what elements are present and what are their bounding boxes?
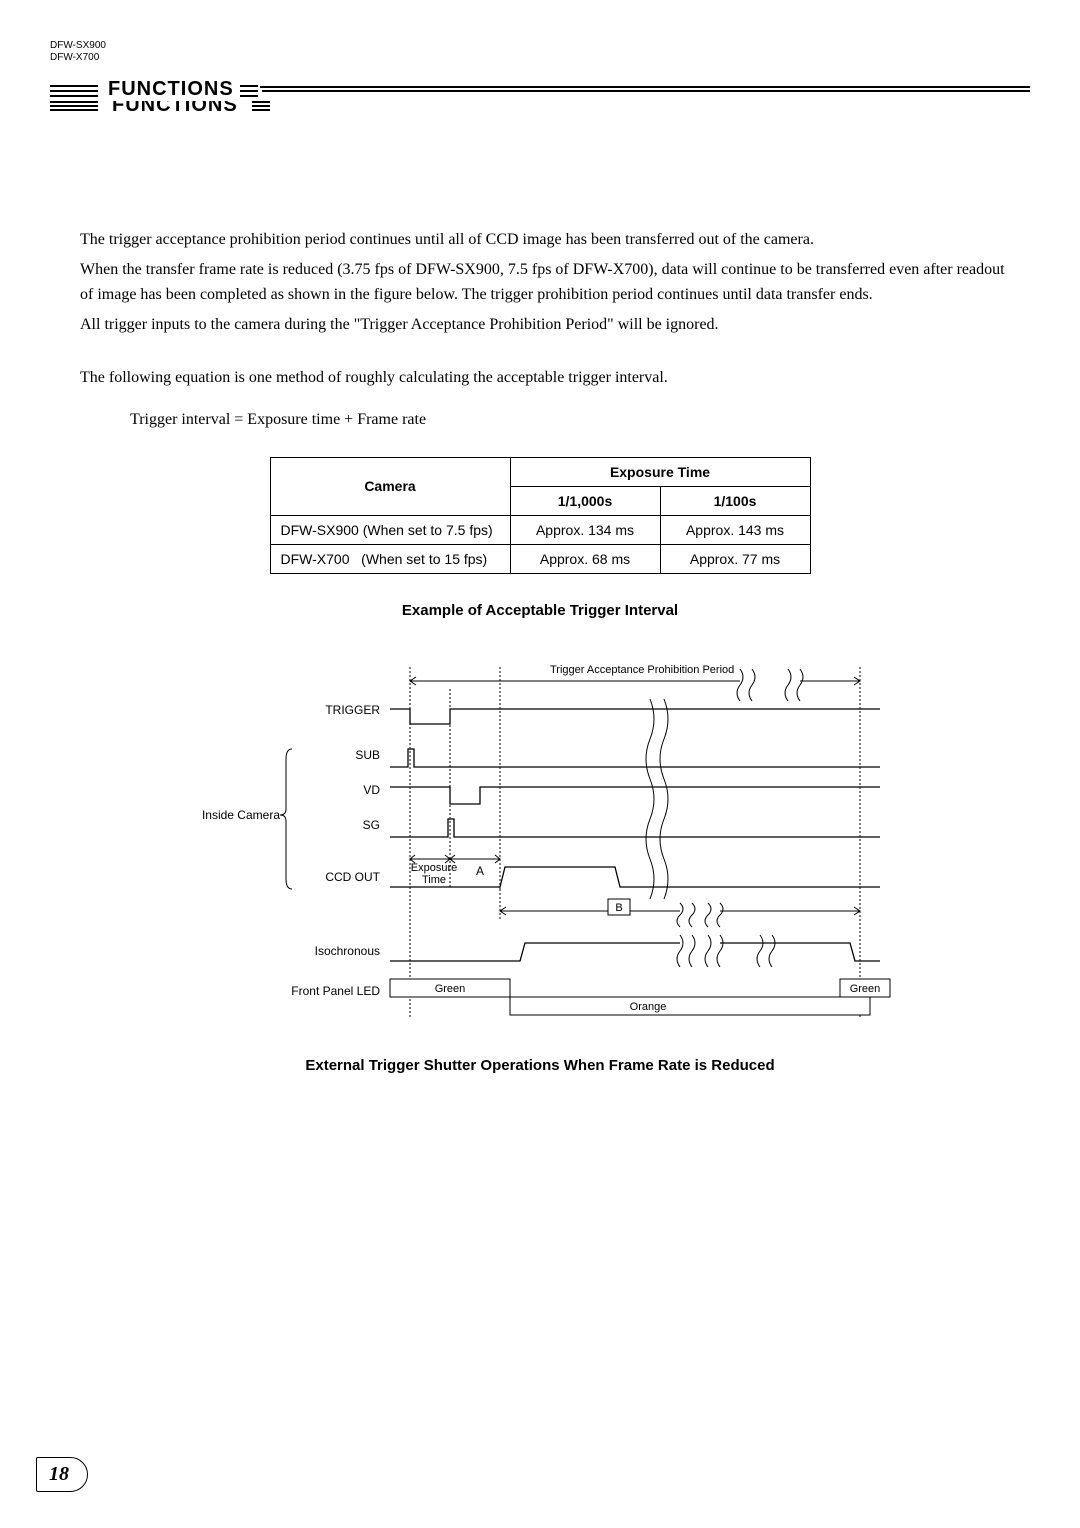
diagram-exposure-l2: Time (422, 874, 446, 886)
table-caption: Example of Acceptable Trigger Interval (50, 602, 1030, 619)
equation-text: Trigger interval = Exposure time + Frame… (130, 411, 1030, 429)
model-line-1: DFW-SX900 (50, 40, 1030, 52)
bar-left-icon (50, 101, 98, 111)
timing-diagram: Trigger Acceptance Prohibition Period TR… (50, 659, 1030, 1039)
diagram-sg-label: SG (363, 818, 380, 832)
diagram-caption: External Trigger Shutter Operations When… (50, 1057, 1030, 1074)
paragraph-2: When the transfer frame rate is reduced … (80, 257, 1020, 308)
diagram-b-label: B (615, 902, 622, 914)
model-header: DFW-SX900 DFW-X700 (50, 40, 1030, 64)
diagram-isochronous-label: Isochronous (315, 944, 380, 958)
table-row: DFW-SX900 (When set to 7.5 fps) Approx. … (270, 515, 810, 544)
diagram-inside-camera-label: Inside Camera (202, 808, 280, 822)
cell-camera: DFW-X700 (When set to 15 fps) (270, 544, 510, 573)
paragraph-1: The trigger acceptance prohibition perio… (80, 227, 1020, 253)
cell-camera: DFW-SX900 (When set to 7.5 fps) (270, 515, 510, 544)
trigger-interval-table: Camera Exposure Time 1/1,000s 1/100s DFW… (270, 457, 811, 574)
diagram-vd-label: VD (363, 783, 380, 797)
col-exposure: Exposure Time (510, 457, 810, 486)
col-100s: 1/100s (660, 486, 810, 515)
diagram-prohibition-label: Trigger Acceptance Prohibition Period (550, 664, 734, 676)
diagram-ccdout-label: CCD OUT (325, 870, 380, 884)
diagram-led-label: Front Panel LED (291, 984, 380, 998)
cell-v1: Approx. 134 ms (510, 515, 660, 544)
cell-v2: Approx. 77 ms (660, 544, 810, 573)
col-1000s: 1/1,000s (510, 486, 660, 515)
cell-v1: Approx. 68 ms (510, 544, 660, 573)
diagram-sub-label: SUB (355, 748, 380, 762)
diagram-green-right: Green (850, 983, 881, 995)
diagram-trigger-label: TRIGGER (325, 703, 380, 717)
cell-v2: Approx. 143 ms (660, 515, 810, 544)
body-text-block: The trigger acceptance prohibition perio… (80, 227, 1020, 391)
diagram-orange: Orange (630, 1001, 667, 1013)
page-number-wrap: 18 (36, 1457, 88, 1492)
diagram-orange-box (510, 997, 870, 1015)
bar-right-icon (252, 101, 1030, 111)
paragraph-4: The following equation is one method of … (80, 365, 1020, 391)
diagram-a-label: A (476, 864, 484, 878)
table-row: DFW-X700 (When set to 15 fps) Approx. 68… (270, 544, 810, 573)
model-line-2: DFW-X700 (50, 52, 1030, 64)
diagram-green-left: Green (435, 983, 466, 995)
section-title-overlay: FUNCTIONS (104, 78, 238, 101)
page-number: 18 (36, 1457, 88, 1492)
col-camera: Camera (270, 457, 510, 515)
paragraph-3: All trigger inputs to the camera during … (80, 312, 1020, 338)
diagram-exposure-l1: Exposure (411, 862, 457, 874)
